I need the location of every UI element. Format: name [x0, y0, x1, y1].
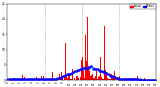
Legend: Actual, Median: Actual, Median: [130, 4, 156, 9]
